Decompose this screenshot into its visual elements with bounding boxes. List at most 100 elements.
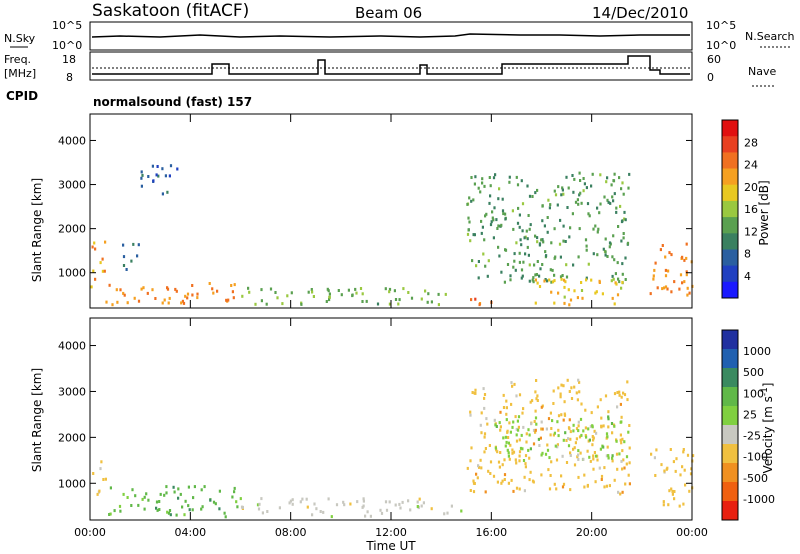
data-cell (607, 454, 610, 458)
data-cell (525, 432, 528, 436)
data-cell (569, 488, 572, 492)
data-cell (394, 298, 398, 301)
data-cell (512, 450, 516, 454)
data-cell (620, 441, 623, 445)
data-cell (564, 240, 567, 243)
data-cell (622, 232, 625, 235)
data-cell (480, 231, 483, 235)
data-cell (612, 199, 615, 203)
data-cell (140, 184, 143, 188)
data-cell (571, 212, 574, 216)
data-cell (619, 433, 622, 437)
data-cell (538, 243, 541, 247)
colorbar-segment (722, 425, 738, 445)
data-cell (577, 378, 580, 382)
data-cell (102, 478, 105, 481)
colorbar-tick-label: 500 (743, 366, 764, 379)
data-cell (690, 467, 693, 471)
data-cell (580, 281, 583, 284)
data-cell (577, 453, 580, 457)
data-cell (518, 393, 522, 397)
data-cell (664, 274, 668, 278)
data-cell (466, 232, 470, 236)
data-cell (576, 455, 579, 459)
data-cell (584, 434, 587, 437)
data-cell (611, 456, 614, 460)
data-cell (547, 417, 551, 421)
data-cell (507, 436, 510, 439)
data-cell (291, 498, 294, 502)
data-cell (103, 269, 106, 273)
data-cell (236, 505, 239, 509)
data-cell (495, 448, 498, 452)
data-cell (529, 447, 532, 451)
data-cell (416, 505, 419, 508)
data-cell (583, 485, 586, 489)
data-cell (481, 177, 484, 181)
data-cell (559, 275, 563, 279)
data-cell (613, 192, 616, 196)
data-cell (223, 511, 226, 515)
data-cell (564, 431, 567, 435)
nsearch-tick-top: 10^5 (706, 19, 736, 32)
data-cell (290, 291, 293, 295)
data-cell (466, 466, 469, 470)
data-cell (276, 296, 279, 300)
data-cell (621, 262, 624, 266)
data-cell (487, 259, 490, 263)
data-cell (146, 291, 149, 295)
data-cell (230, 284, 233, 287)
data-cell (611, 255, 614, 259)
data-cell (233, 283, 236, 287)
data-cell (361, 300, 364, 303)
data-cell (526, 245, 529, 249)
data-cell (384, 500, 388, 504)
colorbar-tick-label: 25 (743, 408, 757, 421)
data-cell (177, 496, 180, 500)
data-cell (212, 291, 215, 295)
data-cell (477, 276, 480, 280)
data-cell (584, 408, 587, 412)
beam-label: Beam 06 (355, 4, 422, 22)
data-cell (623, 393, 627, 397)
data-cell (587, 439, 590, 443)
data-cell (556, 420, 559, 424)
velocity-panel: 1000 2000 3000 4000 00:00 04:00 08:00 12:00 16:0… (30, 317, 708, 553)
data-cell (479, 458, 482, 462)
data-cell (578, 171, 581, 175)
data-cell (682, 502, 685, 506)
data-cell (594, 291, 597, 295)
data-cell (688, 291, 691, 295)
data-cell (584, 238, 588, 242)
data-cell (617, 225, 620, 228)
data-cell (507, 481, 510, 485)
data-cell (557, 434, 560, 438)
data-cell (513, 252, 516, 256)
data-cell (398, 502, 401, 506)
data-cell (527, 214, 530, 217)
data-cell (483, 184, 486, 188)
data-cell (685, 242, 688, 246)
data-cell (529, 470, 532, 474)
data-cell (591, 443, 594, 447)
colorbar-segment (722, 152, 738, 170)
data-cell (497, 460, 501, 464)
data-cell (575, 437, 578, 441)
data-cell (530, 422, 533, 426)
data-cell (512, 489, 515, 493)
data-cell (161, 301, 164, 305)
freq-unit-label: [MHz] (4, 67, 36, 80)
data-cell (288, 501, 291, 505)
data-cell (611, 296, 614, 300)
data-cell (410, 296, 414, 300)
data-cell (504, 435, 507, 439)
data-cell (122, 255, 126, 259)
data-cell (505, 418, 508, 422)
x-tick-label: 00:00 (676, 526, 708, 539)
data-cell (155, 173, 158, 177)
data-cell (623, 210, 626, 214)
power-frame (89, 113, 693, 309)
data-cell (611, 431, 614, 435)
data-cell (509, 274, 512, 278)
data-cell (536, 394, 539, 398)
